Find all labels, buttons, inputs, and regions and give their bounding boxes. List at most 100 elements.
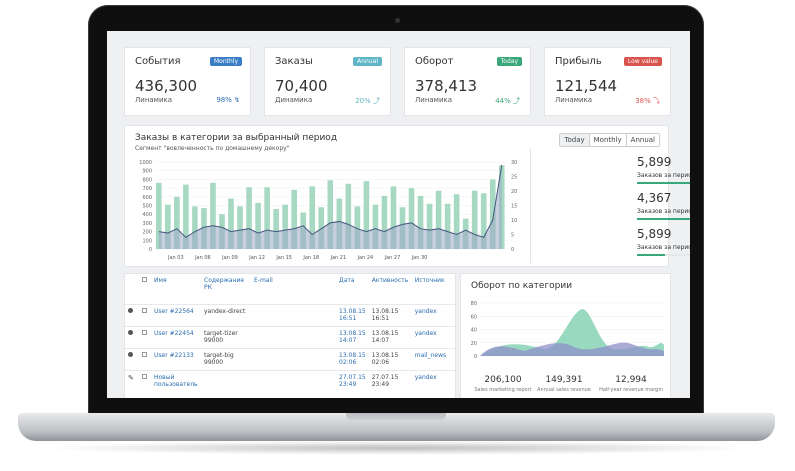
table-row[interactable]: User #22133 target-big 99000 13.08.15 02… [125, 347, 455, 370]
y2-tick-label: 25 [511, 175, 517, 181]
stat-badge[interactable]: Today [496, 57, 522, 66]
header-date[interactable]: Дата [339, 277, 355, 284]
chart-bar [228, 198, 234, 249]
x-tick-label: Jan 18 [302, 255, 319, 261]
checkbox[interactable] [142, 351, 147, 357]
x-tick-label: Jan 03 [167, 255, 184, 261]
x-tick-label: Jan 15 [275, 255, 292, 261]
user-link[interactable]: User #22564 [151, 303, 201, 326]
header-select[interactable] [139, 274, 151, 304]
y2-tick-label: 10 [511, 218, 517, 224]
date-link[interactable]: 13.08.15 02:06 [336, 347, 369, 370]
progress-fill [637, 218, 690, 220]
stat-label: Линамика [415, 96, 453, 104]
metric-progress [637, 218, 690, 220]
chart-bar [426, 203, 433, 249]
period-metric: 4,367 Заказов за период 2 60% ⤴ [637, 191, 690, 220]
metric-label: Заказов за период 2 [637, 208, 690, 215]
chart-bar [480, 193, 487, 249]
header-name[interactable]: Имя [154, 277, 167, 284]
row-select[interactable] [139, 325, 151, 348]
header-activity[interactable]: Активность [371, 277, 409, 284]
pencil-icon[interactable]: ✎ [128, 373, 134, 382]
stat-percent: 38% ⤵ [635, 96, 660, 106]
y-tick-label: 0 [149, 247, 152, 253]
content-cell: yandex-direct [201, 303, 251, 326]
orders-chart: 0 100 200 300 400 500 600 700 800 900 1000 0 5 10 15 20… [139, 160, 517, 261]
row-select[interactable] [139, 369, 151, 392]
category-area [480, 342, 664, 356]
source-link[interactable]: yandex [411, 325, 455, 348]
y-tick-label: 400 [142, 212, 152, 218]
stat-title: События [135, 56, 181, 67]
trend-icon: ⤴ [513, 97, 520, 105]
progress-fill [637, 182, 690, 184]
trend-icon: ↯ [234, 96, 240, 104]
table-row[interactable]: User #22564 yandex-direct 13.08.15 16:51… [125, 303, 455, 326]
percent-text: 38% [635, 97, 651, 105]
chart-bar [435, 190, 442, 249]
chart-bar [255, 202, 261, 249]
source-link[interactable]: yandex [411, 303, 455, 326]
activity-cell: 13.08.15 14:07 [368, 325, 412, 348]
content-cell: target-big 99000 [201, 347, 251, 370]
trend-icon: ⤴ [373, 97, 380, 105]
chart-bar [237, 206, 243, 249]
header-source[interactable]: Источник [414, 277, 445, 284]
percent-text: 98% [216, 96, 232, 104]
x-tick-label: Jan 27 [384, 255, 401, 261]
checkbox[interactable] [142, 329, 147, 335]
y-tick-label: 200 [142, 230, 152, 236]
checkbox[interactable] [142, 307, 147, 313]
orders-chart-title: Заказы в категории за выбранный период [135, 133, 338, 143]
category-stat-value: 149,391 [545, 375, 583, 385]
chart-bar [372, 204, 379, 249]
content-cell: target-tizer 99000 [201, 325, 251, 348]
tab-monthly[interactable]: Monthly [590, 134, 627, 146]
tab-today[interactable]: Today [560, 134, 590, 146]
chart-bar [327, 180, 334, 249]
laptop-shadow [40, 441, 755, 455]
y-tick-label: 80 [471, 301, 477, 307]
stat-badge[interactable]: Monthly [209, 57, 242, 66]
y2-tick-label: 0 [511, 247, 514, 253]
category-chart: 80 60 40 20 0 [471, 301, 664, 359]
category-stat-caption: Half-year revenue margin [599, 387, 663, 393]
header-email[interactable]: E-mail [254, 277, 273, 284]
table-row[interactable]: ✎ Новый пользователь 27.07.15 23:49 27.0… [125, 369, 455, 392]
chart-bar [273, 208, 279, 249]
source-link[interactable]: mail_news [411, 347, 455, 370]
metric-label: Заказов за период 3 [637, 244, 690, 251]
user-link[interactable]: User #22454 [151, 325, 201, 348]
row-icon: ✎ [125, 369, 139, 392]
source-link[interactable]: yandex [411, 369, 455, 392]
stat-badge[interactable]: Low value [623, 57, 662, 66]
header-content[interactable]: Содержание РК [204, 277, 245, 291]
chart-bar [471, 190, 478, 249]
stat-percent: 20% ⤴ [355, 96, 380, 106]
category-title: Оборот по категории [471, 281, 573, 291]
row-select[interactable] [139, 347, 151, 370]
date-link[interactable]: 13.08.15 16:51 [336, 303, 369, 326]
date-link[interactable]: 27.07.15 23:49 [336, 369, 369, 392]
tab-annual[interactable]: Annual [630, 136, 655, 144]
globe-icon [128, 351, 133, 357]
stat-card: Заказы Annual 70,400 Динамика 20% ⤴ [264, 47, 391, 116]
user-link[interactable]: User #22133 [151, 347, 201, 370]
user-link[interactable]: Новый пользователь [151, 369, 201, 392]
stat-badge[interactable]: Annual [353, 57, 382, 66]
stat-percent: 44% ⤴ [495, 96, 520, 106]
table-row[interactable]: User #22454 target-tizer 99000 13.08.15 … [125, 325, 455, 348]
checkbox[interactable] [142, 373, 147, 379]
laptop-base [18, 413, 775, 441]
category-stat-caption: Sales marketing report [474, 387, 532, 393]
stat-card: События Monthly 436,300 Линамика 98% ↯ [124, 47, 251, 116]
category-area [480, 309, 664, 356]
checkbox[interactable] [142, 277, 147, 282]
row-icon [125, 347, 139, 370]
row-select[interactable] [139, 303, 151, 326]
date-link[interactable]: 13.08.15 14:07 [336, 325, 369, 348]
period-tabs: Today Monthly Annual [559, 133, 660, 147]
stat-percent: 98% ↯ [216, 96, 240, 104]
chart-bar [417, 195, 424, 249]
